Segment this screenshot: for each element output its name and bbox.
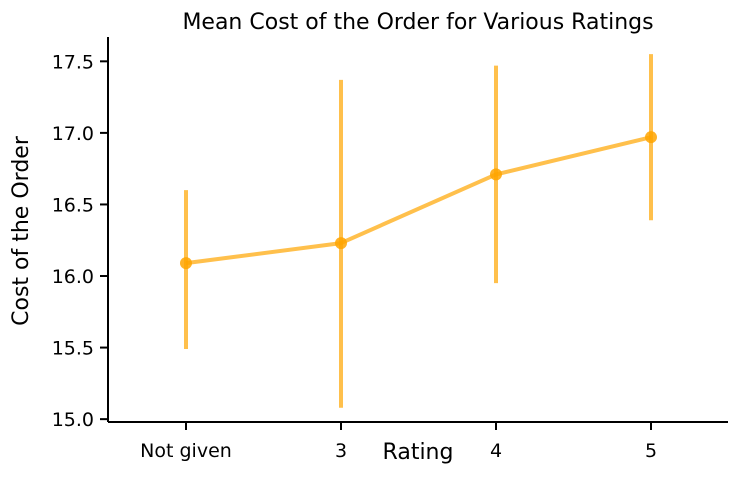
data-point — [645, 131, 657, 144]
x-tick-label: Not given — [140, 440, 232, 462]
chart-title: Mean Cost of the Order for Various Ratin… — [182, 10, 653, 35]
y-tick-label: 15.0 — [52, 409, 94, 431]
x-axis-title: Rating — [383, 440, 454, 465]
y-axis-title: Cost of the Order — [9, 135, 34, 326]
y-tick-label: 17.0 — [52, 123, 94, 145]
data-point — [180, 257, 192, 270]
x-tick-label: 5 — [645, 440, 657, 462]
y-tick-label: 15.5 — [52, 338, 94, 360]
y-tick-label: 16.5 — [52, 194, 94, 216]
y-tick-label: 17.5 — [52, 51, 94, 73]
plot-area: 15.0 15.5 16.0 16.5 17.0 17.5 Not given 3 4 5 — [52, 37, 728, 462]
y-tick-label: 16.0 — [52, 266, 94, 288]
data-point — [490, 168, 502, 181]
data-point — [335, 237, 347, 250]
series-line — [185, 135, 652, 266]
x-tick-label: 3 — [335, 440, 347, 462]
x-tick-label: 4 — [490, 440, 502, 462]
